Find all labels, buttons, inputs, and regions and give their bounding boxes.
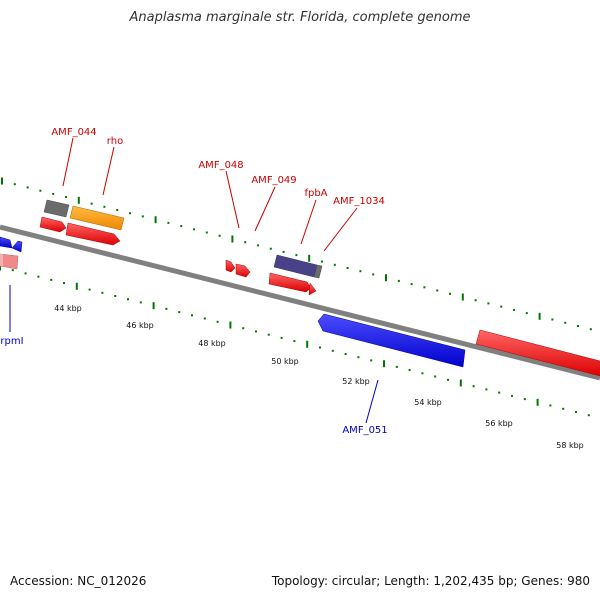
gene-arrow-reverse[interactable] [0,237,12,248]
gene-labels: AMF_044 rho AMF_048 AMF_049 fpbA AMF_103… [0,127,387,436]
gene-block-pseudo-edge [0,254,3,266]
genome-map-view: Anaplasma marginale str. Florida, comple… [0,0,600,600]
leader-line [324,208,357,251]
genome-summary-label: Topology: circular; Length: 1,202,435 bp… [272,574,590,588]
reverse-strand-genes [0,237,465,367]
gene-label-fpba[interactable]: fpbA [304,188,327,199]
genome-map: AMF_044 rho AMF_048 AMF_049 fpbA AMF_103… [0,0,600,600]
forward-strand-genes [40,217,600,376]
accession-label: Accession: NC_012026 [10,574,146,588]
gene-arrow-reverse[interactable] [12,241,22,252]
gene-block-hypothetical[interactable] [274,255,317,277]
leader-line [103,147,114,195]
gene-arrow-forward[interactable] [226,260,235,272]
scale-label: 56 kbp [485,419,513,428]
gene-arrow-forward[interactable] [309,283,316,295]
gene-label-amf-1034[interactable]: AMF_1034 [333,196,385,207]
genome-backbone [0,227,600,378]
leader-line [301,200,316,244]
leader-line [63,138,73,186]
gene-label-rpmi[interactable]: rpmI [0,336,23,347]
gene-arrow-forward[interactable] [236,264,250,277]
scale-label: 48 kbp [198,339,226,348]
leader-lines [10,138,378,423]
gene-label-rho[interactable]: rho [107,136,123,147]
gene-label-amf-051[interactable]: AMF_051 [342,425,387,436]
gene-block-other[interactable] [44,200,69,217]
scale-label: 46 kbp [126,321,154,330]
scale-label: 50 kbp [271,357,299,366]
gene-label-amf-049[interactable]: AMF_049 [251,175,296,186]
gene-arrow-forward[interactable] [269,273,311,292]
scale-label: 52 kbp [342,377,370,386]
outer-tick-ring [2,178,591,331]
scale-label: 44 kbp [54,304,82,313]
leader-line [255,187,275,231]
gene-label-amf-044[interactable]: AMF_044 [51,127,96,138]
gene-arrow-forward[interactable] [40,217,66,232]
leader-line [366,380,378,423]
scale-label: 54 kbp [414,398,442,407]
scale-labels: 44 kbp 46 kbp 48 kbp 50 kbp 52 kbp 54 kb… [54,304,584,450]
gene-label-amf-048[interactable]: AMF_048 [198,160,243,171]
leader-line [226,171,239,228]
scale-label: 58 kbp [556,441,584,450]
